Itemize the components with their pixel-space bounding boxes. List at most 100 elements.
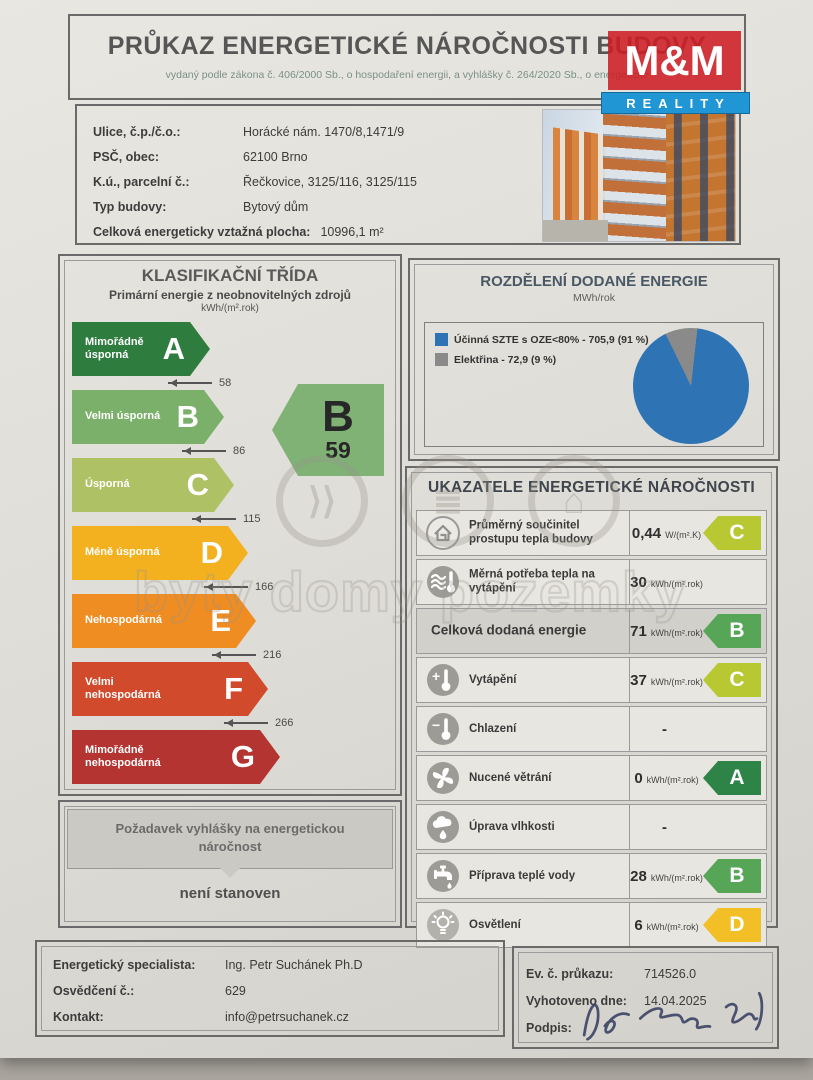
legend-swatch-blue — [435, 333, 448, 346]
energy-split-title: ROZDĚLENÍ DODANÉ ENERGIE — [480, 273, 708, 290]
energy-split-unit: MWh/rok — [573, 292, 615, 304]
indicator-value: 30 — [630, 573, 647, 591]
indicator-value: 37 — [630, 671, 647, 689]
indicator-label: Měrná potřeba tepla na vytápění — [469, 568, 595, 595]
indicator-unit: kWh/(m².rok) — [646, 774, 699, 785]
building-heat-transfer-icon — [426, 516, 460, 550]
info-value: Bytový dům — [243, 199, 309, 214]
info-row-parcel: K.ú., parcelní č.: Řečkovice, 3125/116, … — [93, 169, 739, 194]
threshold-value: 58 — [219, 377, 232, 389]
classification-panel: KLASIFIKAČNÍ TŘÍDA Primární energie z ne… — [58, 254, 402, 796]
pie-chart — [633, 328, 749, 444]
requirement-panel: Požadavek vyhlášky na energetickou nároč… — [58, 800, 402, 928]
legend-label: Účinná SZTE s OZE<80% - 705,9 (91 %) — [454, 333, 649, 346]
indicator-badge: C — [703, 516, 761, 550]
threshold-value: 166 — [255, 581, 274, 593]
hot-water-icon — [427, 860, 459, 892]
threshold: 58 — [168, 376, 388, 390]
threshold: 166 — [204, 580, 388, 594]
indicator-badge: D — [703, 908, 761, 942]
building-photo — [542, 109, 736, 242]
indicator-value: - — [662, 818, 667, 836]
legend-item: Elektřina - 72,9 (9 %) — [435, 353, 649, 366]
indicator-badge: B — [703, 614, 761, 648]
indicator-label: Chlazení — [469, 722, 517, 735]
footer-value: 629 — [225, 984, 246, 998]
building-photo-balconies — [602, 110, 668, 241]
indicator-unit: W/(m².K) — [665, 529, 702, 540]
building-info-panel: Ulice, č.p./č.o.: Horácké nám. 1470/8,14… — [75, 104, 741, 245]
threshold-arrow-icon — [192, 515, 236, 523]
specialist-row: Osvědčení č.: 629 — [53, 978, 503, 1004]
legend-item: Účinná SZTE s OZE<80% - 705,9 (91 %) — [435, 333, 649, 346]
footer-value: Ing. Petr Suchánek Ph.D — [225, 958, 363, 972]
document-title: PRŮKAZ ENERGETICKÉ NÁROČNOSTI BUDOVY — [107, 32, 707, 60]
energy-class-row-f: Velmi nehospodárná F — [72, 662, 268, 716]
indicator-unit: kWh/(m².rok) — [646, 921, 699, 932]
classification-unit: kWh/(m².rok) — [201, 303, 259, 314]
mm-reality-logo-text: REALITY — [601, 92, 750, 114]
threshold-arrow-icon — [212, 651, 256, 659]
legend-swatch-gray — [435, 353, 448, 366]
ventilation-icon — [427, 762, 459, 794]
footer-value: 14.04.2025 — [644, 993, 707, 1008]
threshold: 266 — [224, 716, 388, 730]
info-row-area: Celková energeticky vztažná plocha: 1099… — [93, 219, 739, 244]
pie-legend: Účinná SZTE s OZE<80% - 705,9 (91 %) Ele… — [435, 333, 649, 366]
footer-value: 714526.0 — [644, 966, 697, 981]
certificate-row: Vyhotoveno dne: 14.04.2025 — [526, 987, 777, 1014]
threshold: 86 — [182, 444, 388, 458]
indicator-value: 0 — [634, 769, 643, 787]
indicator-row-heat-demand: Měrná potřeba tepla na vytápění 30 kWh/(m… — [416, 559, 767, 605]
legend-label: Elektřina - 72,9 (9 %) — [454, 353, 557, 366]
threshold-arrow-icon — [182, 447, 226, 455]
header: PRŮKAZ ENERGETICKÉ NÁROČNOSTI BUDOVY vyd… — [68, 14, 746, 100]
threshold-value: 86 — [233, 445, 246, 457]
indicator-value: 28 — [630, 867, 647, 885]
info-value: 62100 Brno — [243, 149, 308, 164]
indicator-label: Osvětlení — [469, 918, 521, 931]
class-label: Nehospodárná — [85, 614, 163, 627]
indicator-label: Vytápění — [469, 673, 517, 686]
info-label: Celková energeticky vztažná plocha: — [93, 224, 311, 239]
indicator-value: 6 — [634, 916, 643, 934]
class-letter: A — [162, 331, 185, 366]
certificate-page: PRŮKAZ ENERGETICKÉ NÁROČNOSTI BUDOVY vyd… — [0, 0, 813, 1058]
class-label: Mimořádně úsporná — [85, 335, 144, 361]
indicator-badge: A — [703, 761, 761, 795]
energy-rating-arrow: B 59 — [272, 384, 384, 476]
energy-split-chart-area: Účinná SZTE s OZE<80% - 705,9 (91 %) Ele… — [424, 322, 764, 447]
indicator-label: Příprava teplé vody — [469, 869, 576, 882]
building-info-rows: Ulice, č.p./č.o.: Horácké nám. 1470/8,14… — [77, 106, 739, 244]
indicator-unit: kWh/(m².rok) — [650, 872, 703, 883]
building-photo-ground — [543, 220, 609, 241]
indicators-panel: UKAZATELE ENERGETICKÉ NÁROČNOSTI Průměrn… — [405, 466, 778, 948]
requirement-title: Požadavek vyhlášky na energetickou nároč… — [67, 809, 393, 870]
class-letter: E — [210, 603, 231, 638]
info-label: Typ budovy: — [93, 199, 167, 214]
svg-text:−: − — [432, 717, 440, 733]
indicator-row-cooling: − Chlazení - — [416, 706, 767, 752]
specialist-panel: Energetický specialista: Ing. Petr Suchá… — [35, 940, 505, 1037]
class-letter: B — [176, 399, 199, 434]
class-label: Mimořádně nehospodárná — [85, 743, 161, 769]
indicator-value: 0,44 — [631, 524, 662, 542]
cooling-icon: − — [427, 713, 459, 745]
classification-title: KLASIFIKAČNÍ TŘÍDA — [141, 266, 319, 285]
energy-class-row-a: Mimořádně úsporná A — [72, 322, 210, 376]
humidity-icon — [427, 811, 459, 843]
indicator-label: Celková dodaná energie — [431, 622, 587, 638]
info-row-city: PSČ, obec: 62100 Brno — [93, 144, 739, 169]
footer-label: Podpis: — [526, 1020, 572, 1035]
threshold-arrow-icon — [224, 719, 268, 727]
indicator-row-hot-water: Příprava teplé vody 28 kWh/(m².rok) B — [416, 853, 767, 899]
indicator-row-heat-transfer: Průměrný součinitel prostupu tepla budov… — [416, 510, 767, 556]
threshold-value: 115 — [243, 513, 261, 525]
class-label: Velmi úsporná — [85, 410, 161, 423]
certificate-row: Ev. č. průkazu: 714526.0 — [526, 960, 777, 987]
energy-split-panel: ROZDĚLENÍ DODANÉ ENERGIE MWh/rok Účinná … — [408, 258, 780, 461]
document-subtitle: vydaný podle zákona č. 406/2000 Sb., o h… — [165, 69, 649, 81]
info-row-street: Ulice, č.p./č.o.: Horácké nám. 1470/8,14… — [93, 119, 739, 144]
rating-letter: B — [322, 391, 354, 441]
indicator-label: Nucené větrání — [469, 771, 552, 784]
